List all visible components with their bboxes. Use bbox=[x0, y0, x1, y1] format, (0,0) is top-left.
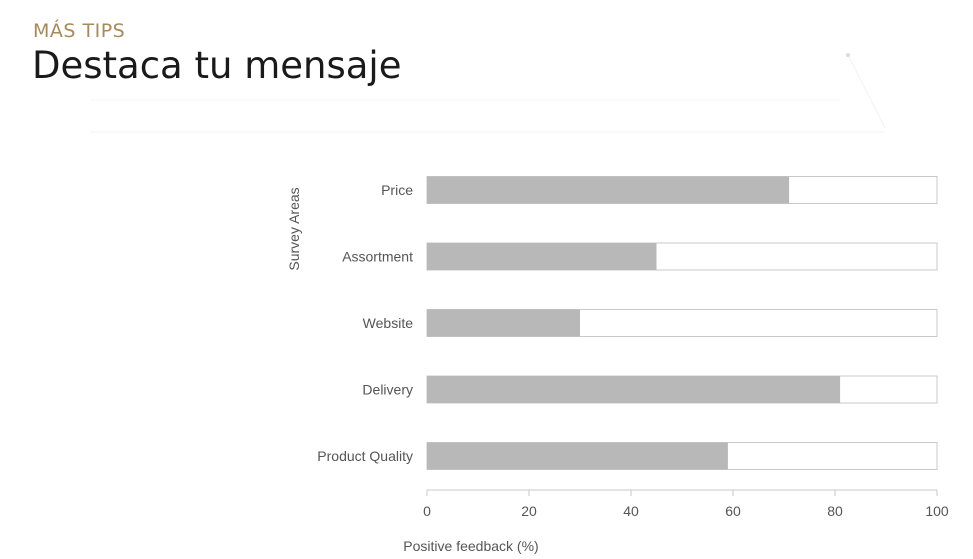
bar-website bbox=[427, 309, 580, 337]
category-label-delivery: Delivery bbox=[362, 382, 413, 398]
y-axis-label: Survey Areas bbox=[286, 187, 302, 270]
bars-group bbox=[426, 176, 938, 470]
category-label-assortment: Assortment bbox=[342, 249, 413, 265]
x-axis: 0 20 40 60 80 100 bbox=[423, 489, 949, 519]
x-tick-label: 20 bbox=[521, 503, 537, 519]
category-label-website: Website bbox=[363, 315, 414, 331]
bar-product-quality bbox=[427, 442, 728, 470]
x-axis-label: Positive feedback (%) bbox=[403, 538, 538, 554]
background-decoration bbox=[90, 53, 886, 133]
bar-assortment bbox=[427, 243, 657, 270]
category-label-price: Price bbox=[381, 182, 413, 198]
x-tick-label: 100 bbox=[925, 503, 949, 519]
x-tick-label: 40 bbox=[623, 503, 639, 519]
bar-price bbox=[427, 176, 790, 204]
category-labels: Price Assortment Website Delivery Product Qu… bbox=[317, 182, 413, 464]
slide-kicker: MÁS TIPS bbox=[33, 20, 126, 42]
x-tick-label: 0 bbox=[423, 503, 431, 519]
x-tick-label: 80 bbox=[827, 503, 843, 519]
x-tick-label: 60 bbox=[725, 503, 741, 519]
category-label-product-quality: Product Quality bbox=[317, 448, 413, 464]
slide-title: Destaca tu mensaje bbox=[32, 44, 402, 87]
bar-delivery bbox=[427, 376, 841, 403]
